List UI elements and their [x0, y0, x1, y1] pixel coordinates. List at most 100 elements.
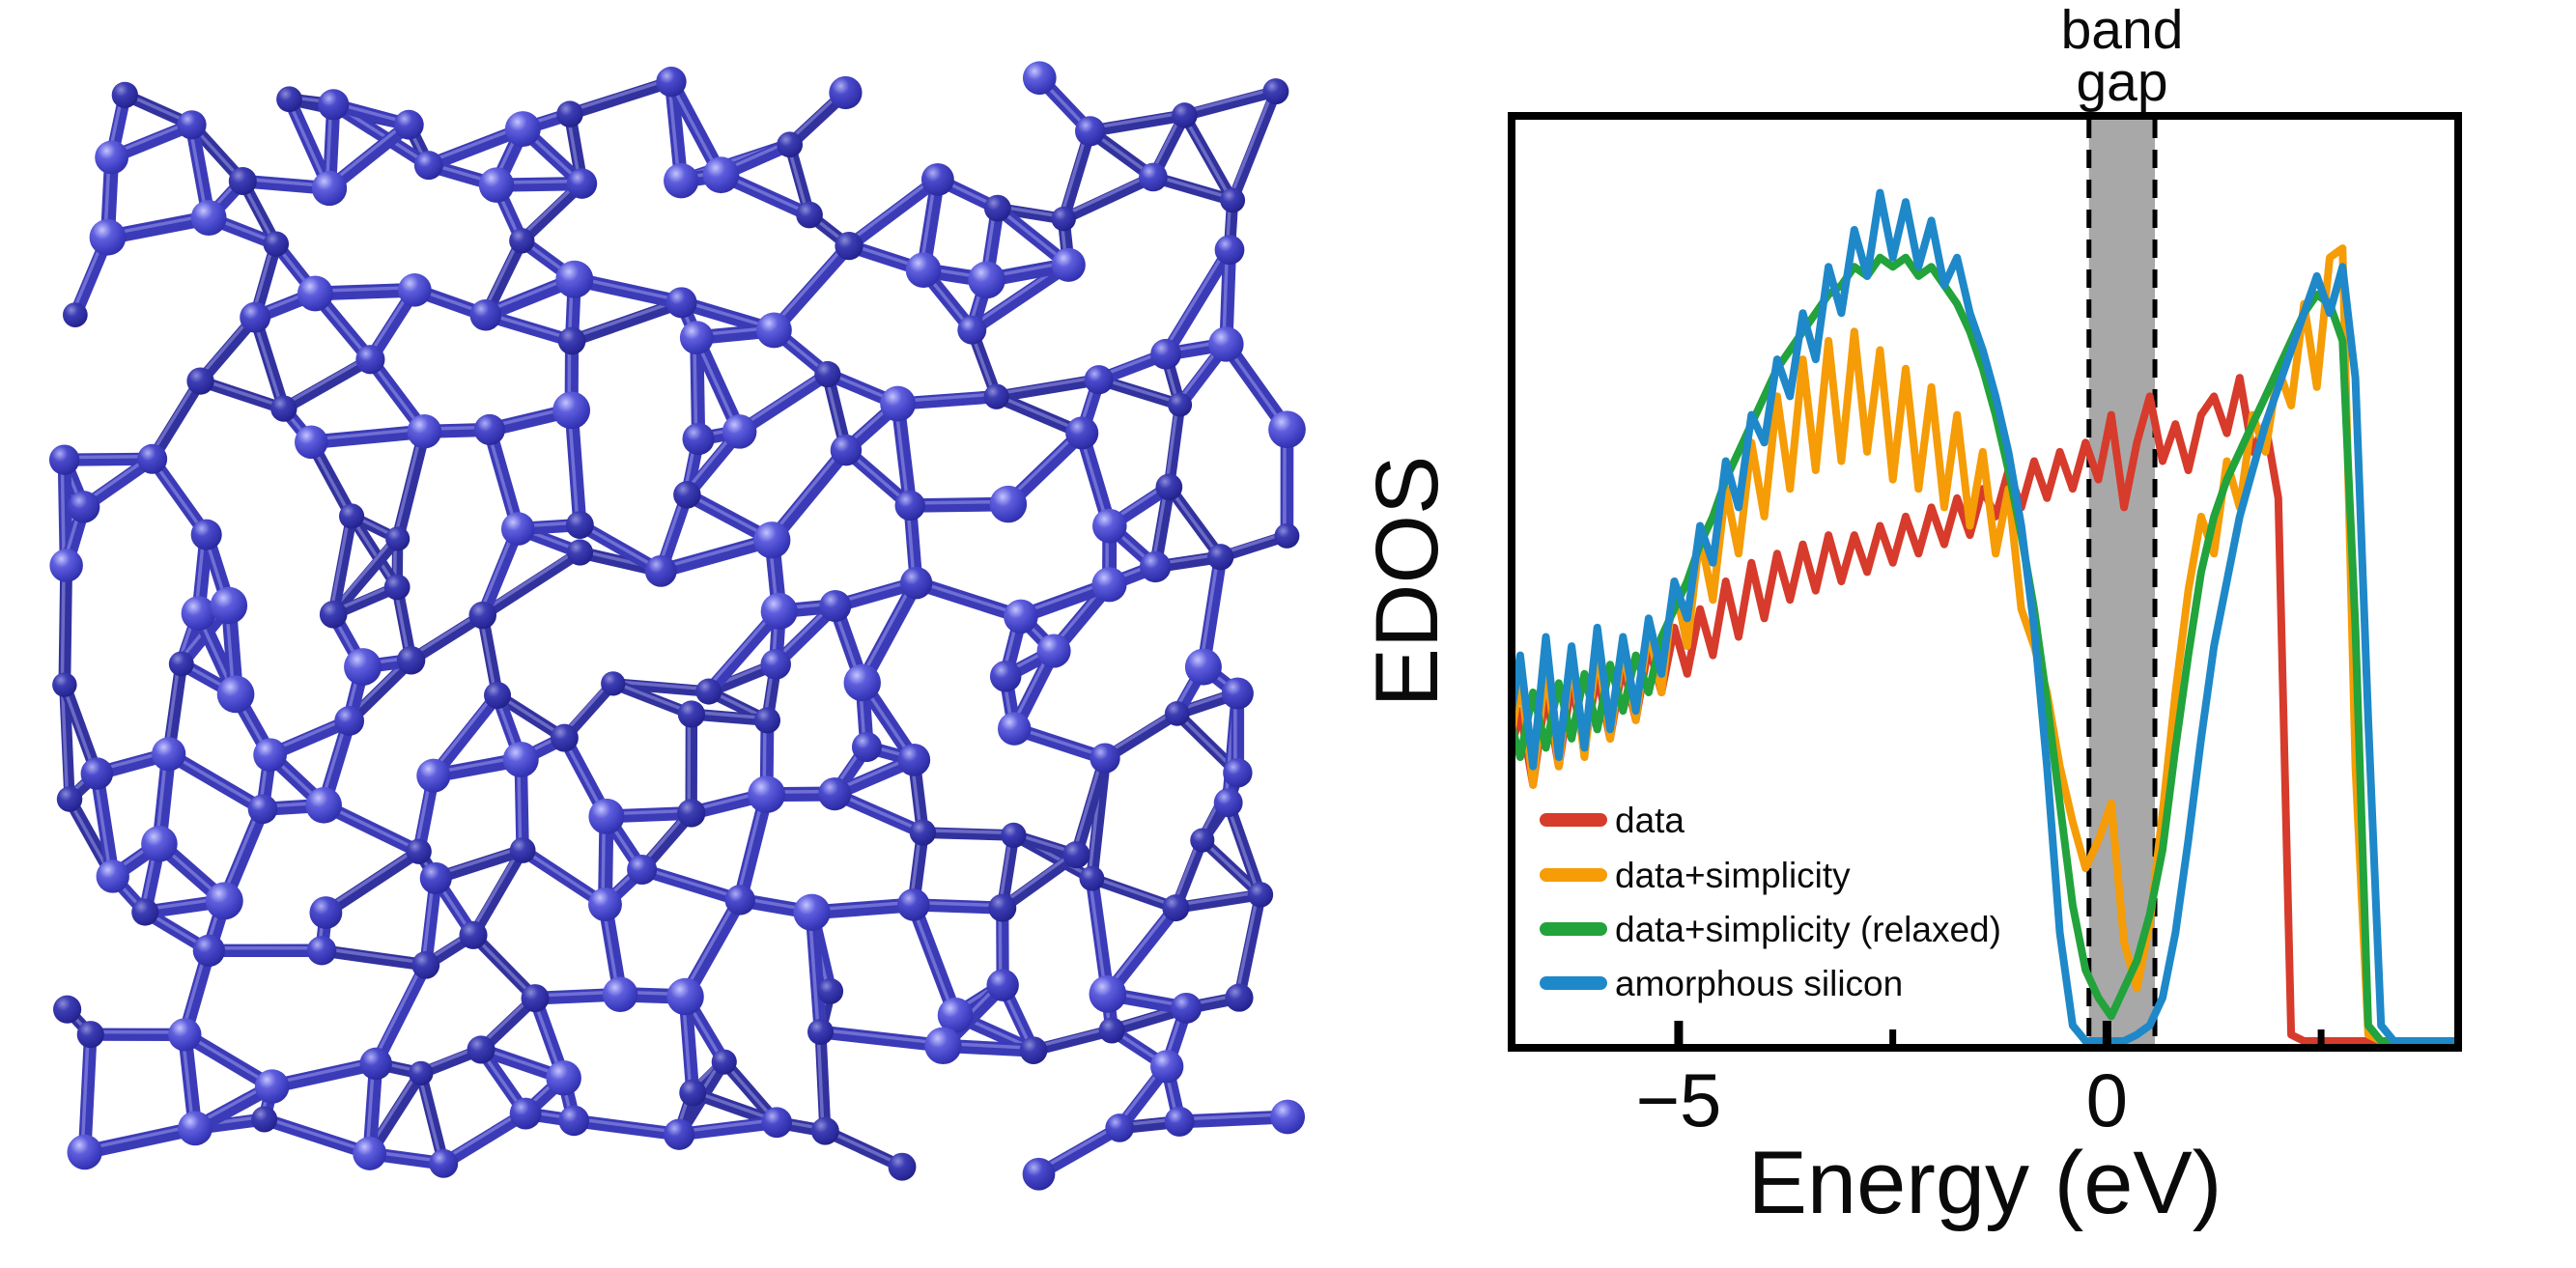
atom — [478, 167, 515, 203]
x-tick-label: −5 — [1635, 1057, 1721, 1142]
bond-sheen — [770, 241, 849, 330]
legend-label: data — [1615, 801, 1684, 840]
bond-sheen — [1103, 903, 1175, 994]
bond — [1163, 399, 1186, 493]
bond — [906, 897, 963, 1023]
bond — [327, 533, 404, 621]
atom — [500, 512, 535, 546]
bond — [733, 367, 835, 438]
bond — [1086, 872, 1182, 914]
atom — [557, 326, 586, 355]
atom — [1247, 882, 1274, 908]
atom — [468, 601, 496, 630]
bond-sheen — [468, 846, 523, 935]
bond — [1170, 888, 1266, 914]
bond — [819, 1124, 909, 1173]
atom — [509, 837, 536, 863]
bond-sheen — [1199, 552, 1220, 666]
atom — [52, 672, 77, 697]
bond-sheen — [322, 847, 418, 913]
atom — [1168, 392, 1193, 417]
atom — [251, 1106, 278, 1133]
bond — [805, 905, 828, 1039]
bond — [1069, 751, 1112, 861]
bond — [917, 827, 1020, 841]
bond-sheen — [816, 1028, 943, 1046]
edos-chart: −5 0 data data+simplicity data+simplicity (… — [1358, 0, 2462, 1232]
atom — [178, 1111, 212, 1146]
atom — [666, 977, 704, 1016]
atom — [407, 414, 442, 449]
atom — [416, 758, 451, 793]
bond — [277, 353, 377, 415]
bond — [346, 510, 403, 593]
bond — [1058, 125, 1096, 225]
atom — [1214, 235, 1245, 266]
bond — [636, 862, 747, 907]
atom — [843, 663, 881, 702]
bond — [996, 848, 1083, 915]
atom — [1022, 1157, 1056, 1191]
atom — [997, 712, 1032, 746]
atom — [830, 434, 863, 466]
bond-sheen — [567, 298, 681, 341]
atom — [1162, 894, 1190, 922]
atom — [702, 156, 740, 194]
atom — [760, 649, 791, 680]
atom — [1220, 187, 1246, 213]
atom — [210, 586, 248, 625]
atom — [1221, 677, 1254, 710]
atom — [141, 826, 178, 862]
atom — [355, 345, 385, 375]
bond-sheen — [518, 846, 605, 904]
atom — [190, 519, 222, 550]
atom — [294, 425, 328, 460]
atom — [722, 414, 757, 449]
atom — [338, 503, 365, 529]
bond-sheen — [1175, 1113, 1288, 1121]
bond — [813, 1025, 950, 1053]
atom — [1140, 550, 1172, 583]
atom — [1270, 1099, 1306, 1135]
atom — [905, 252, 942, 289]
atom — [986, 969, 1019, 1001]
atom — [818, 776, 852, 811]
atom — [664, 162, 699, 199]
atom — [819, 590, 852, 623]
atom — [319, 600, 348, 629]
atom-group — [48, 61, 1306, 1191]
atom — [190, 200, 227, 237]
bond-sheen — [328, 512, 352, 614]
bond — [467, 929, 542, 1004]
legend-label: amorphous silicon — [1615, 964, 1903, 1003]
atom — [644, 554, 677, 587]
atom — [556, 100, 583, 127]
atom — [566, 168, 598, 199]
atom — [1051, 206, 1076, 232]
atom — [679, 321, 714, 355]
bond-sheen — [565, 77, 671, 114]
atom — [263, 231, 290, 257]
atom — [665, 287, 697, 319]
atom — [359, 1047, 392, 1081]
bond — [689, 330, 747, 439]
bond — [303, 424, 432, 450]
atom — [988, 893, 1017, 922]
atom — [753, 521, 791, 559]
atom — [1079, 865, 1105, 891]
series-line-3 — [1512, 188, 2458, 1045]
atom — [1001, 822, 1027, 849]
band-gap-annotation-line1: band — [2061, 0, 2184, 61]
atom — [920, 162, 954, 196]
atom — [181, 596, 216, 631]
bond — [194, 375, 290, 415]
atom — [1091, 567, 1127, 603]
bond-sheen — [909, 900, 955, 1015]
bond — [1232, 888, 1266, 1004]
atom — [137, 443, 168, 474]
legend-item: data+simplicity — [1540, 856, 1851, 895]
atom — [254, 1069, 290, 1104]
bond-sheen — [681, 895, 740, 997]
atom — [413, 151, 443, 181]
atom — [53, 995, 82, 1024]
